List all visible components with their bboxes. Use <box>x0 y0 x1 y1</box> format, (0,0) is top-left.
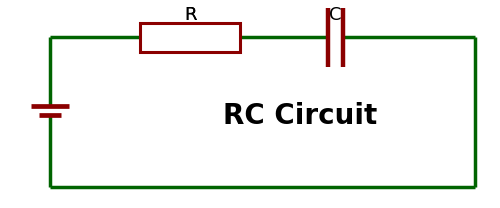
Text: R: R <box>184 6 196 24</box>
Text: C: C <box>329 6 341 24</box>
Text: RC Circuit: RC Circuit <box>223 103 377 130</box>
Text: R: R <box>184 6 196 24</box>
Bar <box>140 23 240 52</box>
